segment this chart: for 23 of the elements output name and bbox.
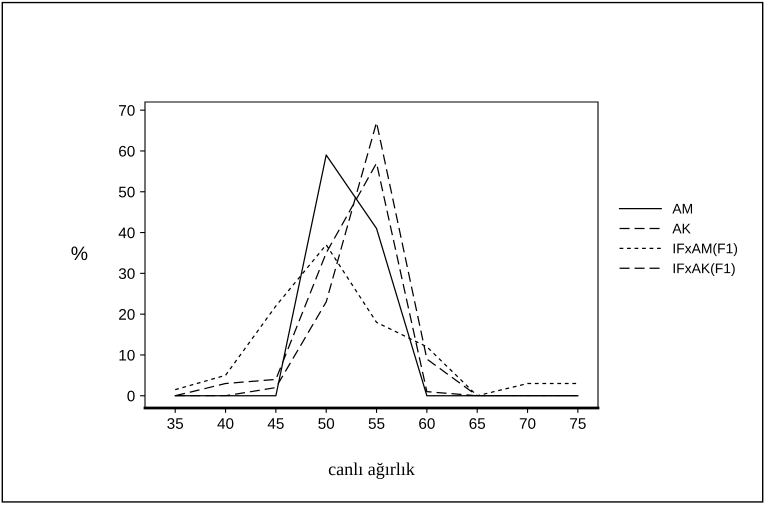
x-tick-label: 70 [520,418,536,429]
x-tick-label: 40 [217,418,234,429]
y-tick-label: 60 [119,146,135,157]
x-tick-label: 55 [368,418,384,429]
legend-label: AK [672,224,691,234]
legend-label: IFxAK(F1) [674,263,735,276]
legend-label: IFxAM(F1) [674,243,738,256]
y-tick-label: 30 [118,268,135,280]
x-tick-label: 50 [318,418,334,429]
y-tick-label: 0 [127,390,135,402]
legend-label: AM [672,204,692,214]
y-tick-label: 40 [118,227,135,238]
y-tick-label: 20 [119,309,135,320]
x-axis-title: canlı ağırlık [328,462,415,479]
y-tick-label: 50 [118,186,135,198]
x-tick-label: 65 [469,418,486,429]
y-tick-label: 10 [119,350,135,361]
x-tick-label: 75 [570,418,586,429]
x-tick-label: 45 [268,418,284,429]
y-tick-label: 70 [119,105,135,116]
x-tick-label: 60 [419,418,435,429]
x-tick-label: 35 [167,418,184,429]
y-axis-title: % [71,246,88,260]
